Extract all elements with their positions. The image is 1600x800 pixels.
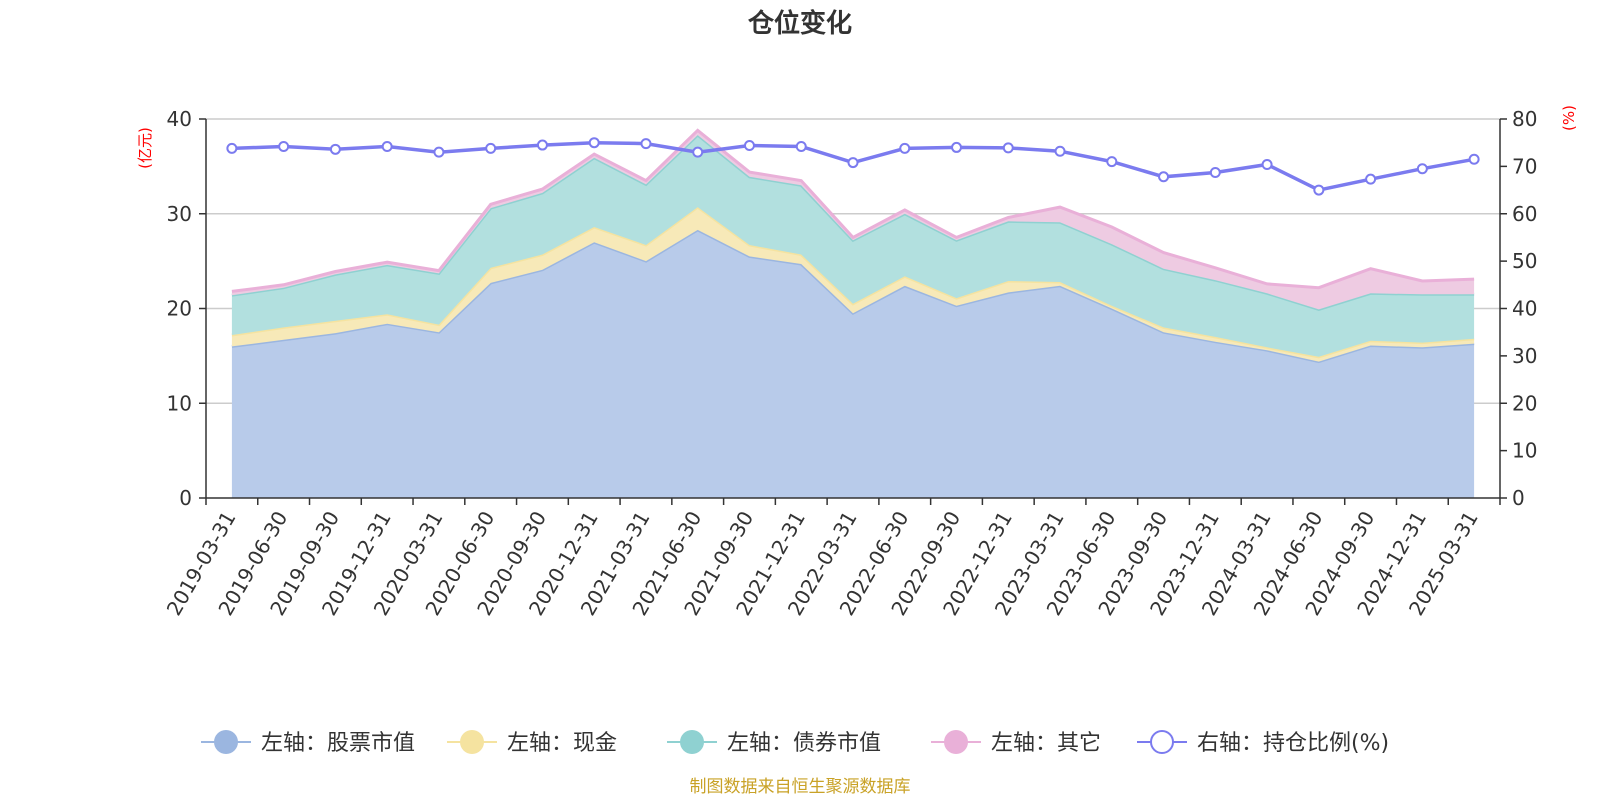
ratio-point	[795, 140, 807, 152]
ratio-point	[692, 146, 704, 158]
ratio-point	[951, 141, 963, 153]
ratio-point	[1106, 156, 1118, 168]
ratio-point	[1054, 145, 1066, 157]
ratio-point	[847, 157, 859, 169]
right-axis-unit: (%)	[1560, 105, 1578, 131]
left-axis-tick-label: 30	[167, 202, 192, 226]
ratio-point	[1209, 167, 1221, 179]
ratio-point	[1002, 142, 1014, 154]
ratio-point	[278, 140, 290, 152]
right-axis-tick-label: 70	[1512, 154, 1537, 178]
right-axis-tick-label: 40	[1512, 297, 1537, 321]
ratio-point	[1261, 158, 1273, 170]
right-axis-tick-label: 0	[1512, 486, 1525, 510]
legend-marker	[680, 730, 704, 754]
ratio-point	[1468, 153, 1480, 165]
right-axis-tick-label: 80	[1512, 107, 1537, 131]
ratio-point	[899, 142, 911, 154]
legend-label: 左轴：债券市值	[727, 731, 881, 756]
legend-label: 左轴：其它	[991, 731, 1101, 756]
legend-label: 右轴：持仓比例(%)	[1197, 731, 1389, 756]
ratio-point	[743, 140, 755, 152]
legend-marker	[214, 730, 238, 754]
left-axis-unit: (亿元)	[136, 127, 154, 169]
left-axis-tick-label: 40	[167, 107, 192, 131]
area-series-2	[231, 207, 1475, 362]
ratio-point	[433, 146, 445, 158]
ratio-point	[1365, 173, 1377, 185]
stacked-areas	[231, 128, 1475, 498]
ratio-point	[1158, 171, 1170, 183]
ratio-point	[1313, 184, 1325, 196]
legend-label: 左轴：股票市值	[261, 731, 415, 756]
ratio-point	[226, 142, 238, 154]
legend-item-3: 左轴：债券市值	[667, 730, 881, 756]
legend-item-4: 左轴：其它	[931, 730, 1101, 756]
legend-item-5: 右轴：持仓比例(%)	[1137, 730, 1389, 756]
legend-marker	[1150, 730, 1174, 754]
ratio-point	[1416, 163, 1428, 175]
area-series-4	[231, 130, 1475, 310]
right-axis-tick-label: 50	[1512, 249, 1537, 273]
area-series-1	[231, 229, 1475, 498]
axes: 0 10 20 30 40 0 10 20 30 40 50 60 70 80	[167, 107, 1538, 510]
right-axis-tick-label: 60	[1512, 202, 1537, 226]
left-axis-tick-label: 0	[179, 486, 192, 510]
ratio-point	[536, 139, 548, 151]
area-series-3	[231, 135, 1475, 357]
ratio-point	[381, 140, 393, 152]
right-axis-tick-label: 10	[1512, 439, 1537, 463]
right-axis-tick-label: 20	[1512, 391, 1537, 415]
legend-marker	[944, 730, 968, 754]
x-axis-labels: 2019-03-312019-06-302019-09-302019-12-31…	[162, 507, 1483, 620]
left-axis-tick-label: 10	[167, 391, 192, 415]
ratio-point	[329, 143, 341, 155]
legend-label: 左轴：现金	[507, 731, 617, 756]
area-series-4-edge	[231, 128, 1475, 293]
holding-ratio-line	[226, 137, 1480, 196]
legend-item-1: 左轴：股票市值	[201, 730, 415, 756]
left-axis-tick-label: 20	[167, 297, 192, 321]
right-axis-tick-label: 30	[1512, 344, 1537, 368]
legend: 左轴：股票市值 左轴：现金 左轴：债券市值 左轴：其它 右轴：持仓比例(%)	[201, 730, 1389, 756]
chart-title: 仓位变化	[747, 8, 852, 39]
ratio-point	[485, 142, 497, 154]
data-source-note: 制图数据来自恒生聚源数据库	[690, 777, 911, 797]
ratio-point	[588, 137, 600, 149]
legend-item-2: 左轴：现金	[447, 730, 617, 756]
legend-marker	[460, 730, 484, 754]
ratio-point	[640, 138, 652, 150]
